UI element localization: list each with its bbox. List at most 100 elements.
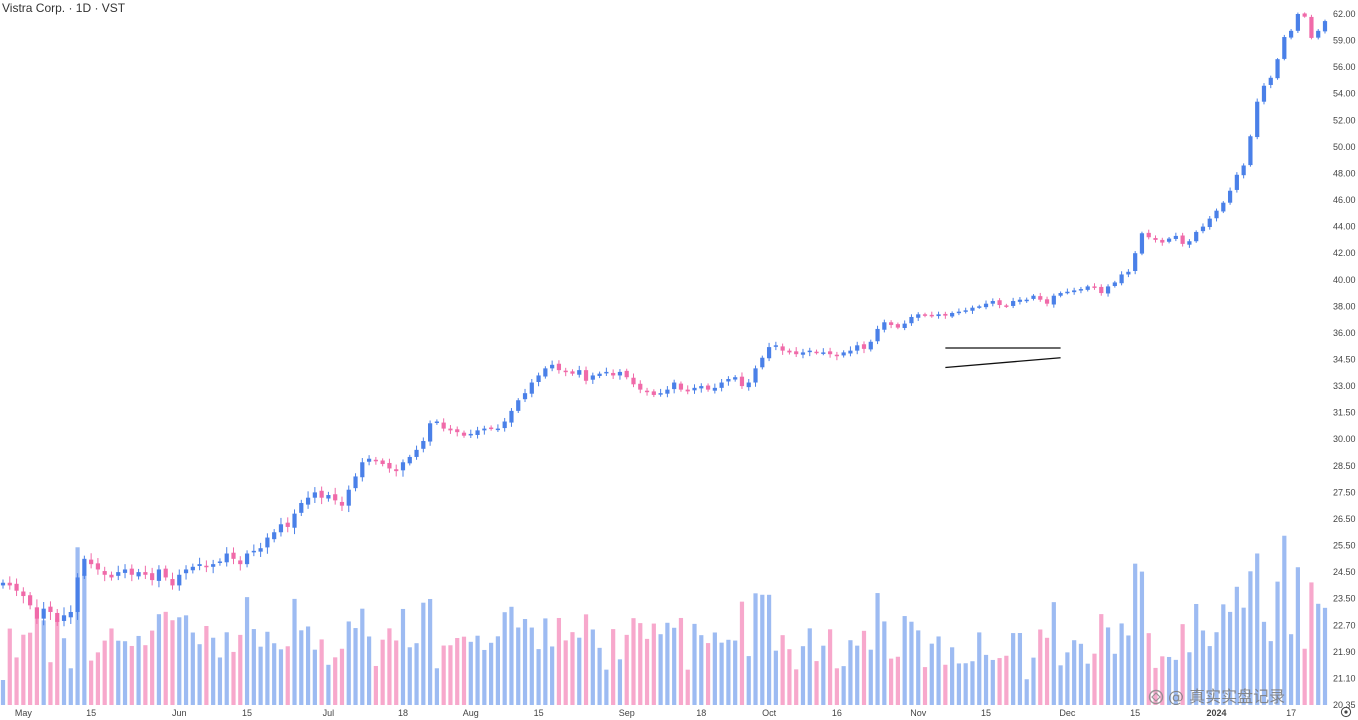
volume-bar — [1200, 630, 1206, 705]
candle-body — [1180, 235, 1185, 244]
candle-body — [7, 582, 12, 586]
candle-body — [163, 568, 168, 578]
candle-body — [495, 428, 501, 431]
volume-bar — [800, 646, 806, 705]
volume-bar — [1119, 623, 1124, 705]
volume-bar — [468, 641, 473, 705]
volume-bar — [556, 617, 562, 705]
settings-icon[interactable] — [1340, 706, 1352, 718]
y-tick-label: 31.50 — [1333, 408, 1356, 418]
candle-body — [1126, 271, 1131, 275]
candle-body — [353, 476, 358, 489]
candle-body — [95, 563, 101, 570]
y-tick-label: 23.50 — [1333, 594, 1356, 604]
volume-bar — [1173, 659, 1178, 705]
candle-body — [319, 490, 324, 498]
x-tick-label: 15 — [534, 708, 544, 718]
volume-bar — [787, 649, 792, 705]
volume-bar — [1105, 627, 1111, 705]
price-axis[interactable]: 62.00 59.00 56.00 54.00 52.00 50.00 48.00 46.00… — [1333, 9, 1356, 710]
volume-bar — [577, 637, 582, 705]
candle-body — [326, 495, 331, 499]
y-tick-label: 36.00 — [1333, 328, 1356, 338]
candle-body — [699, 386, 704, 389]
candle-body — [889, 322, 894, 325]
candle-body — [373, 459, 378, 462]
volume-bar — [1214, 632, 1219, 705]
volume-bar — [217, 657, 223, 705]
volume-bar — [1024, 679, 1029, 705]
volume-bar — [794, 669, 799, 705]
volume-bar — [326, 664, 331, 705]
candle-body — [821, 352, 826, 354]
volume-bar — [441, 645, 446, 705]
volume-bar — [400, 608, 406, 705]
candle-body — [1322, 21, 1328, 32]
candle-body — [895, 324, 900, 328]
candle-body — [1234, 174, 1239, 190]
y-tick-label: 54.00 — [1333, 89, 1356, 99]
volume-bar — [624, 634, 629, 705]
candle-body — [719, 382, 724, 388]
candle-body — [638, 383, 643, 390]
candle-body — [1099, 286, 1104, 294]
volume-bar — [1126, 635, 1131, 705]
y-tick-label: 25.50 — [1333, 541, 1356, 551]
volume-bar — [1180, 624, 1185, 705]
watermark: @ 真实实盘记录 — [1148, 683, 1285, 707]
candle-body — [272, 532, 277, 540]
volume-bar — [482, 649, 487, 705]
candle-body — [807, 350, 812, 353]
volume-bar — [394, 640, 399, 705]
candle-body — [1004, 305, 1009, 307]
volume-bars — [0, 535, 1328, 705]
y-tick-label: 21.10 — [1333, 673, 1356, 683]
candle-body — [753, 368, 758, 383]
volume-bar — [529, 627, 534, 705]
x-tick-label: May — [15, 708, 33, 718]
volume-bar — [41, 620, 46, 705]
candle-body — [1275, 59, 1280, 79]
volume-bar — [807, 628, 812, 705]
volume-bar — [590, 629, 595, 705]
candle-body — [672, 382, 677, 390]
candle-body — [156, 569, 162, 581]
x-tick-label: Jun — [172, 708, 187, 718]
volume-bar — [204, 625, 209, 705]
volume-bar — [1241, 607, 1246, 705]
candle-body — [577, 370, 582, 375]
volume-bar — [1065, 652, 1070, 705]
volume-bar — [990, 659, 995, 705]
candle-body — [794, 351, 799, 355]
volume-bar — [746, 656, 751, 705]
volume-bar — [509, 606, 514, 705]
candle-body — [1119, 274, 1124, 284]
candle-body — [55, 612, 60, 622]
volume-bar — [739, 601, 745, 705]
candle-body — [461, 432, 467, 436]
volume-bar — [861, 630, 867, 705]
time-axis[interactable]: May 15 Jun 15 Jul 18 Aug 15 Sep 18 Oct 16 Nov 15 Dec 15… — [15, 708, 1296, 718]
candle-body — [122, 569, 128, 573]
candle-body — [1051, 295, 1056, 305]
volume-bar — [1038, 629, 1043, 705]
volume-bar — [428, 598, 433, 705]
volume-bar — [1282, 535, 1287, 705]
candle-body — [387, 462, 392, 469]
volume-bar — [929, 643, 934, 705]
candle-body — [1153, 238, 1158, 240]
candle-body — [943, 313, 948, 316]
volume-bar — [1017, 633, 1023, 705]
volume-bar — [678, 617, 684, 705]
candle-body — [604, 371, 609, 374]
x-tick-label: 18 — [696, 708, 706, 718]
y-tick-label: 34.50 — [1333, 355, 1356, 365]
candle-body — [177, 574, 182, 586]
candle-body — [400, 462, 406, 471]
candle-body — [468, 433, 473, 436]
candle-body — [204, 565, 209, 568]
trendline[interactable] — [945, 357, 1061, 369]
candle-body — [1085, 286, 1090, 290]
candle-body — [1316, 30, 1321, 38]
